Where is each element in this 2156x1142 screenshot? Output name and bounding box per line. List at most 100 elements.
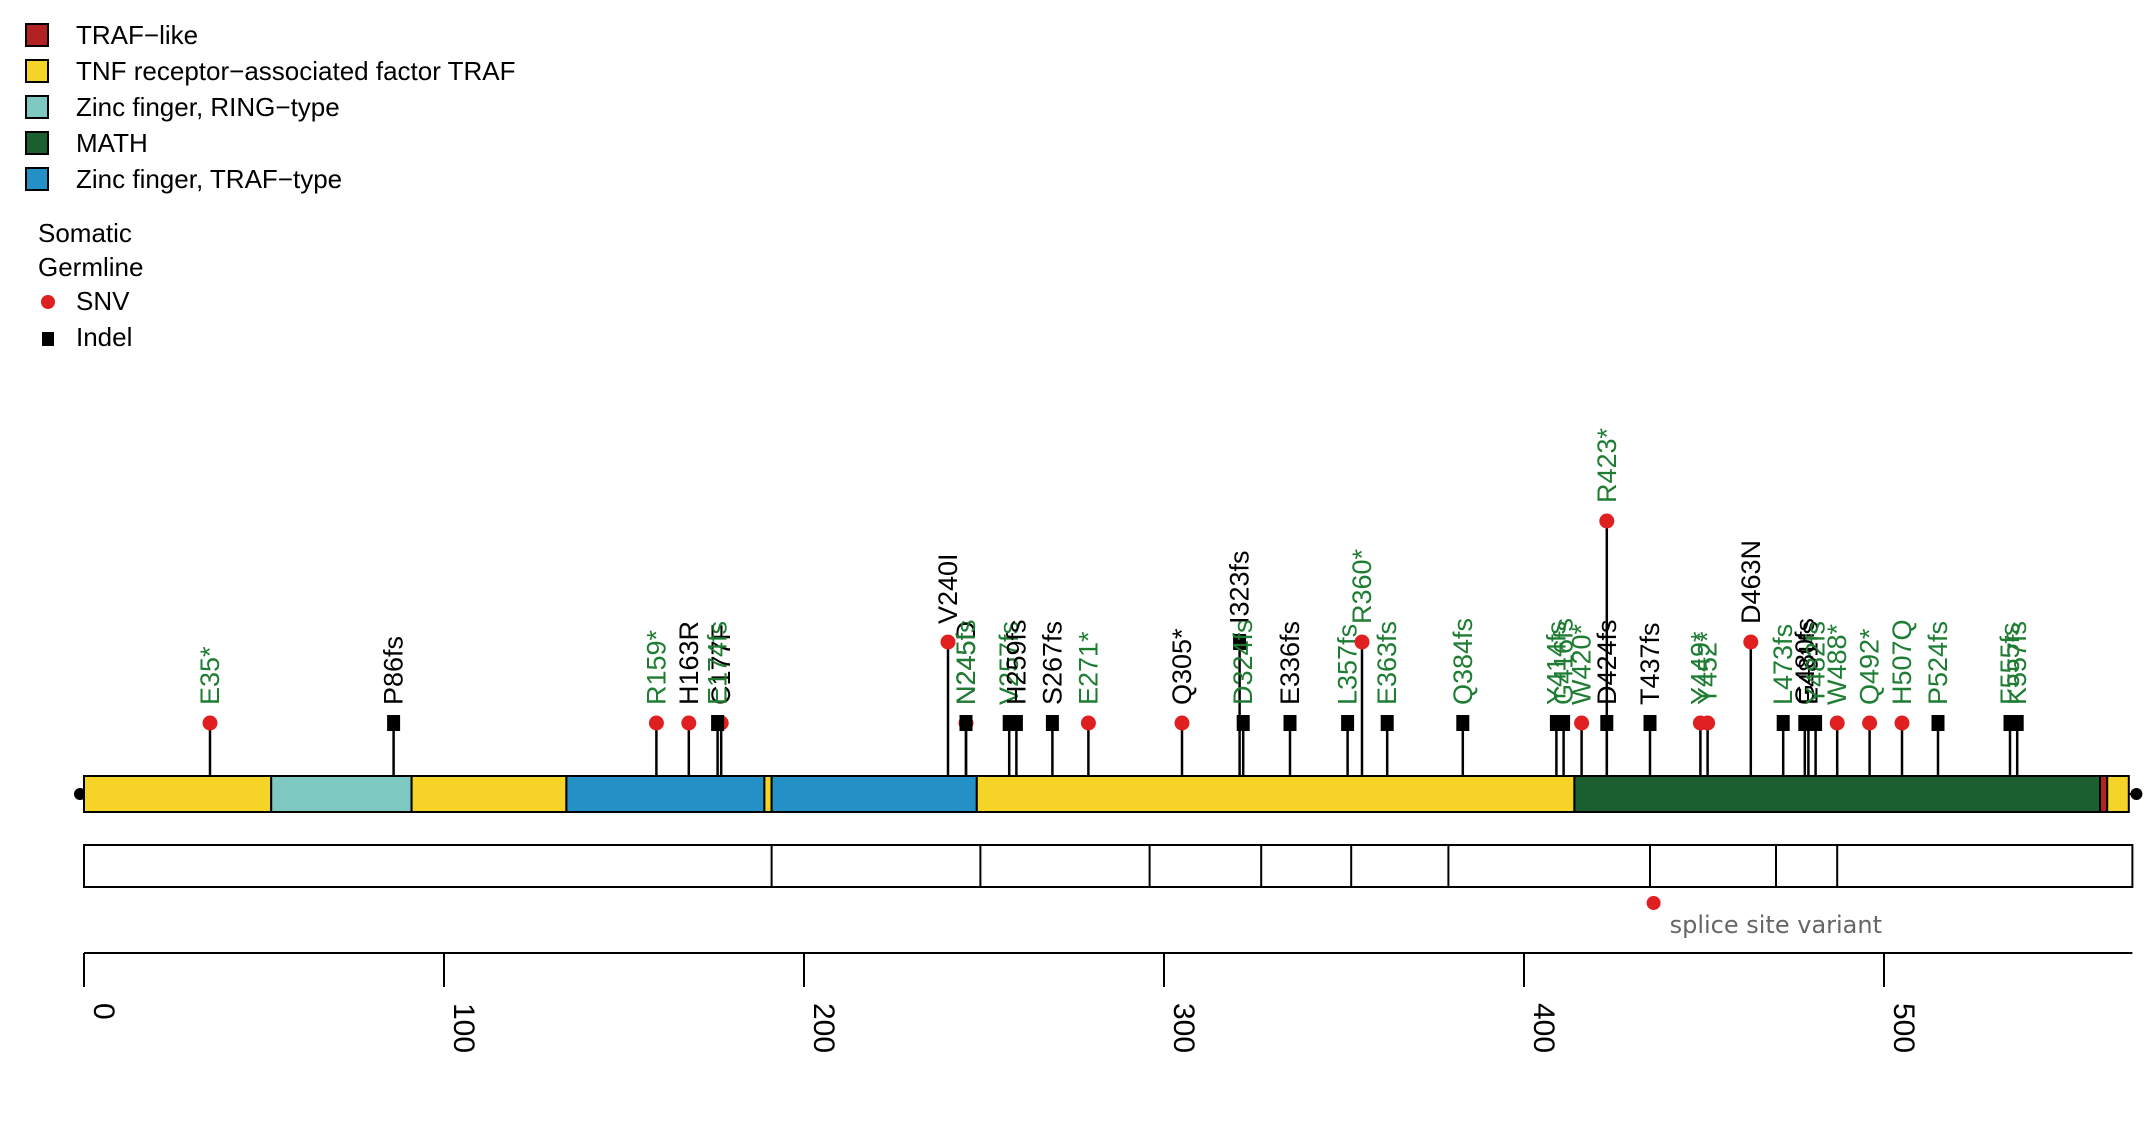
domain-segment [2099, 775, 2109, 813]
snv-marker [1599, 513, 1615, 529]
mutation-s267fs: S267fs [1037, 621, 1067, 776]
mutation-q492: Q492* [1855, 628, 1885, 776]
mutation-d324fs: D324fs [1228, 619, 1258, 776]
legend-germline-label: Germline [38, 252, 143, 282]
axis-tick-label: 500 [1887, 1003, 1920, 1053]
mutation-r159: R159* [641, 629, 671, 776]
mutation-p524fs: P524fs [1923, 621, 1953, 776]
indel-marker [1809, 715, 1823, 731]
indel-marker [1341, 715, 1355, 731]
snv-marker [1743, 634, 1759, 650]
mutation-label: R423* [1592, 427, 1622, 503]
mutation-label: D424fs [1592, 619, 1622, 705]
mutation-e271: E271* [1073, 631, 1103, 776]
axis-tick-label: 100 [447, 1003, 480, 1053]
mutation-label: Y452* [1693, 631, 1723, 705]
mutation-label: E35* [195, 646, 225, 705]
indel-marker [387, 715, 401, 731]
legend-swatch-traf-type [25, 167, 49, 191]
indel-marker [1643, 715, 1657, 731]
snv-marker [648, 715, 664, 731]
mutation-e35: E35* [195, 646, 225, 776]
indel-marker [1776, 715, 1790, 731]
mutation-label: E481fs [1793, 621, 1823, 705]
mutation-r360: R360* [1347, 548, 1377, 776]
mutation-d424fs: D424fs [1592, 619, 1622, 776]
indel-marker [1233, 634, 1247, 650]
domain-segment [1573, 775, 2101, 813]
indel-marker [711, 715, 725, 731]
mutation-label: H259fs [1001, 619, 1031, 705]
mutation-label: N245fs [951, 619, 981, 705]
mutation-p86fs: P86fs [379, 636, 409, 776]
domain-segment [83, 775, 273, 813]
mutation-v257fs: V257fs [994, 621, 1024, 776]
mutation-label: Y449* [1685, 631, 1715, 705]
mutation-e336fs: E336fs [1275, 621, 1305, 776]
mutation-q384fs: Q384fs [1448, 618, 1478, 776]
indel-marker [1380, 715, 1394, 731]
mutation-label: I323fs [1225, 550, 1255, 624]
exon-track [83, 844, 2134, 888]
mutation-l473fs: L473fs [1768, 624, 1798, 776]
protein-bar [74, 775, 2143, 813]
indel-marker [1009, 715, 1023, 731]
mutation-label: R159* [641, 629, 671, 705]
snv-marker [1354, 634, 1370, 650]
mutation-label: P524fs [1923, 621, 1953, 705]
indel-marker [1236, 715, 1250, 731]
exon-track-box [83, 844, 2134, 888]
n-terminus-dot [74, 788, 86, 800]
mutation-label: Y482fs [1801, 621, 1831, 705]
legend-somatic-label: Somatic [38, 218, 132, 248]
mutation-label: Q492* [1855, 628, 1885, 705]
mutation-g480fs: G480fs [1790, 618, 1820, 776]
domain-segment [763, 775, 773, 813]
domain-segment [975, 775, 1576, 813]
mutation-label: P86fs [379, 636, 409, 705]
indel-marker [1931, 715, 1945, 731]
mutation-h507q: H507Q [1887, 619, 1917, 776]
mutation-label: Q305* [1167, 628, 1197, 705]
mutation-h163r: H163R [674, 621, 704, 776]
mutation-i323fs: I323fs [1225, 550, 1255, 776]
legend-swatch-ring [25, 95, 49, 119]
snv-marker [1700, 715, 1716, 731]
splice-site-marker [1646, 896, 1661, 910]
indel-marker [1456, 715, 1470, 731]
mutation-label: G416fs [1549, 618, 1579, 705]
indel-marker [2010, 715, 2024, 731]
mutation-label: E363fs [1372, 621, 1402, 705]
legend-label-traf: TNF receptor−associated factor TRAF [76, 56, 516, 86]
mutation-label: F555fs [1995, 622, 2025, 705]
mutation-label: E271* [1073, 631, 1103, 705]
axis-tick-label: 300 [1167, 1003, 1200, 1053]
mutation-e363fs: E363fs [1372, 621, 1402, 776]
mutation-label: W420* [1567, 623, 1597, 705]
mutation-label: N245D [951, 621, 981, 705]
domain-segment [410, 775, 568, 813]
snv-marker [1080, 715, 1096, 731]
mutation-r423: R423* [1592, 427, 1622, 776]
mutation-label: H163R [674, 621, 704, 705]
splice-site-label: splice site variant [1670, 911, 1882, 939]
snv-marker [1174, 715, 1190, 731]
mutation-y449: Y449* [1685, 631, 1715, 776]
mutation-y482fs: Y482fs [1801, 621, 1831, 776]
snv-marker [1829, 715, 1845, 731]
mutation-label: E336fs [1275, 621, 1305, 705]
legend-snv-marker [41, 295, 55, 309]
legend-indel-marker [42, 332, 54, 346]
indel-marker [1557, 715, 1571, 731]
position-axis: 0 100 200 300 400 500 [83, 952, 2133, 1053]
indel-marker [1045, 715, 1059, 731]
snv-marker [1894, 715, 1910, 731]
mutation-label: Y414fs [1541, 621, 1571, 705]
indel-marker [1283, 715, 1297, 731]
mutation-d463n: D463N [1736, 540, 1766, 776]
mutation-h259fs: H259fs [1001, 619, 1031, 776]
c-terminus-dot [2130, 788, 2143, 800]
mutation-label: R360* [1347, 548, 1377, 624]
mutation-v240i: V240I [933, 553, 963, 776]
